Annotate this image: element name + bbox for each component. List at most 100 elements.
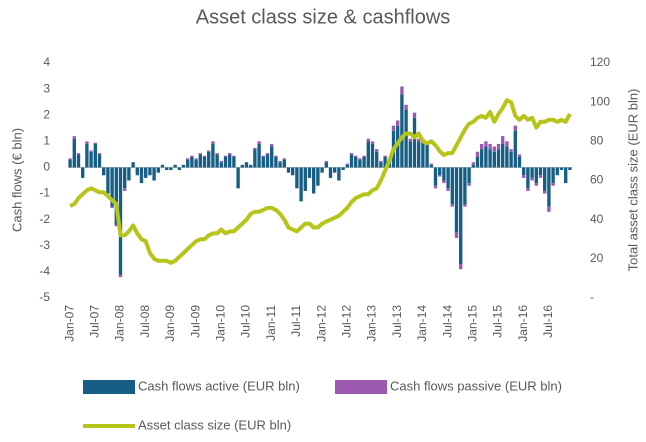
legend-label: Asset class size (EUR bln) xyxy=(138,417,291,432)
bar xyxy=(467,167,471,184)
y2-tick-label: 100 xyxy=(590,94,610,108)
bar xyxy=(467,183,471,186)
bar xyxy=(282,159,286,168)
y-tick-label: 1 xyxy=(43,134,50,148)
bar xyxy=(362,157,366,168)
bar xyxy=(433,167,438,186)
bar xyxy=(412,117,417,168)
y2-tick-label: 80 xyxy=(590,134,604,148)
bar xyxy=(337,167,341,181)
bar xyxy=(446,167,450,189)
bar xyxy=(396,120,400,126)
bar xyxy=(131,162,135,168)
bar xyxy=(123,167,127,189)
bar xyxy=(114,167,118,225)
x-tick-label: Jan-14 xyxy=(415,305,429,342)
bar xyxy=(400,86,404,95)
bar xyxy=(333,167,337,173)
y-tick-label: -3 xyxy=(39,238,50,252)
bar xyxy=(198,153,202,155)
bar xyxy=(513,130,517,168)
bar xyxy=(425,143,429,168)
x-tick-label: Jan-16 xyxy=(516,305,530,342)
bar xyxy=(438,175,442,177)
bar xyxy=(211,143,215,168)
bar xyxy=(509,149,513,152)
bar xyxy=(379,160,383,163)
bar xyxy=(295,167,299,189)
bar xyxy=(492,151,496,168)
y-tick-label: 2 xyxy=(43,107,50,121)
bar xyxy=(513,125,517,131)
bar xyxy=(517,157,522,168)
x-tick-label: Jan-12 xyxy=(314,305,328,342)
bar xyxy=(480,143,484,150)
bar xyxy=(349,153,354,155)
bar xyxy=(564,167,568,184)
bar xyxy=(106,167,110,194)
bar xyxy=(97,153,102,155)
bar xyxy=(370,143,375,168)
bar xyxy=(127,167,131,181)
bar xyxy=(228,153,232,155)
bar xyxy=(446,188,450,191)
bar xyxy=(538,175,543,178)
bar xyxy=(320,167,324,173)
bar xyxy=(232,155,236,157)
bar xyxy=(257,143,261,168)
bar xyxy=(471,164,475,168)
bar xyxy=(110,206,114,208)
y-tick-label: -5 xyxy=(39,290,50,304)
bar xyxy=(421,141,425,168)
bar xyxy=(463,167,467,204)
bar xyxy=(354,155,358,157)
bar xyxy=(261,157,265,168)
bar xyxy=(152,167,156,181)
x-tick-label: Jul-12 xyxy=(339,305,353,338)
y-tick-label: 0 xyxy=(43,160,50,174)
bar xyxy=(429,164,433,168)
x-tick-label: Jan-09 xyxy=(163,305,177,342)
bar xyxy=(93,142,97,144)
bar xyxy=(194,158,198,160)
bar xyxy=(505,141,509,147)
bar xyxy=(68,159,72,168)
bar xyxy=(76,153,81,155)
bar xyxy=(366,141,370,168)
bar xyxy=(408,138,412,142)
bar xyxy=(391,125,396,131)
bar xyxy=(110,167,114,207)
bar xyxy=(366,138,370,142)
bar xyxy=(186,159,190,168)
x-tick-label: Jan-10 xyxy=(213,305,227,342)
bar xyxy=(89,151,93,168)
y2-tick-label: 120 xyxy=(590,55,610,69)
bar xyxy=(278,160,282,163)
bar xyxy=(207,150,211,152)
bar xyxy=(81,167,85,178)
bar xyxy=(93,143,97,168)
bar xyxy=(123,188,127,191)
bar xyxy=(156,167,160,173)
line xyxy=(69,98,572,265)
y2-tick-label: - xyxy=(590,290,594,304)
bar xyxy=(236,167,240,189)
bar xyxy=(526,188,530,191)
bar xyxy=(97,154,102,168)
y-tick-label: -4 xyxy=(39,264,50,278)
bar xyxy=(265,153,270,155)
bar xyxy=(505,146,509,168)
bar xyxy=(530,177,534,181)
x-tick-label: Jul-13 xyxy=(390,305,404,338)
bar xyxy=(547,167,551,207)
bar xyxy=(274,157,278,168)
bar xyxy=(261,155,265,157)
bar xyxy=(454,167,459,233)
bar xyxy=(282,158,286,160)
bar xyxy=(165,167,169,171)
bar xyxy=(383,157,387,168)
bar xyxy=(72,138,76,168)
bar xyxy=(509,151,513,168)
bar xyxy=(438,167,442,176)
bar xyxy=(459,264,463,270)
